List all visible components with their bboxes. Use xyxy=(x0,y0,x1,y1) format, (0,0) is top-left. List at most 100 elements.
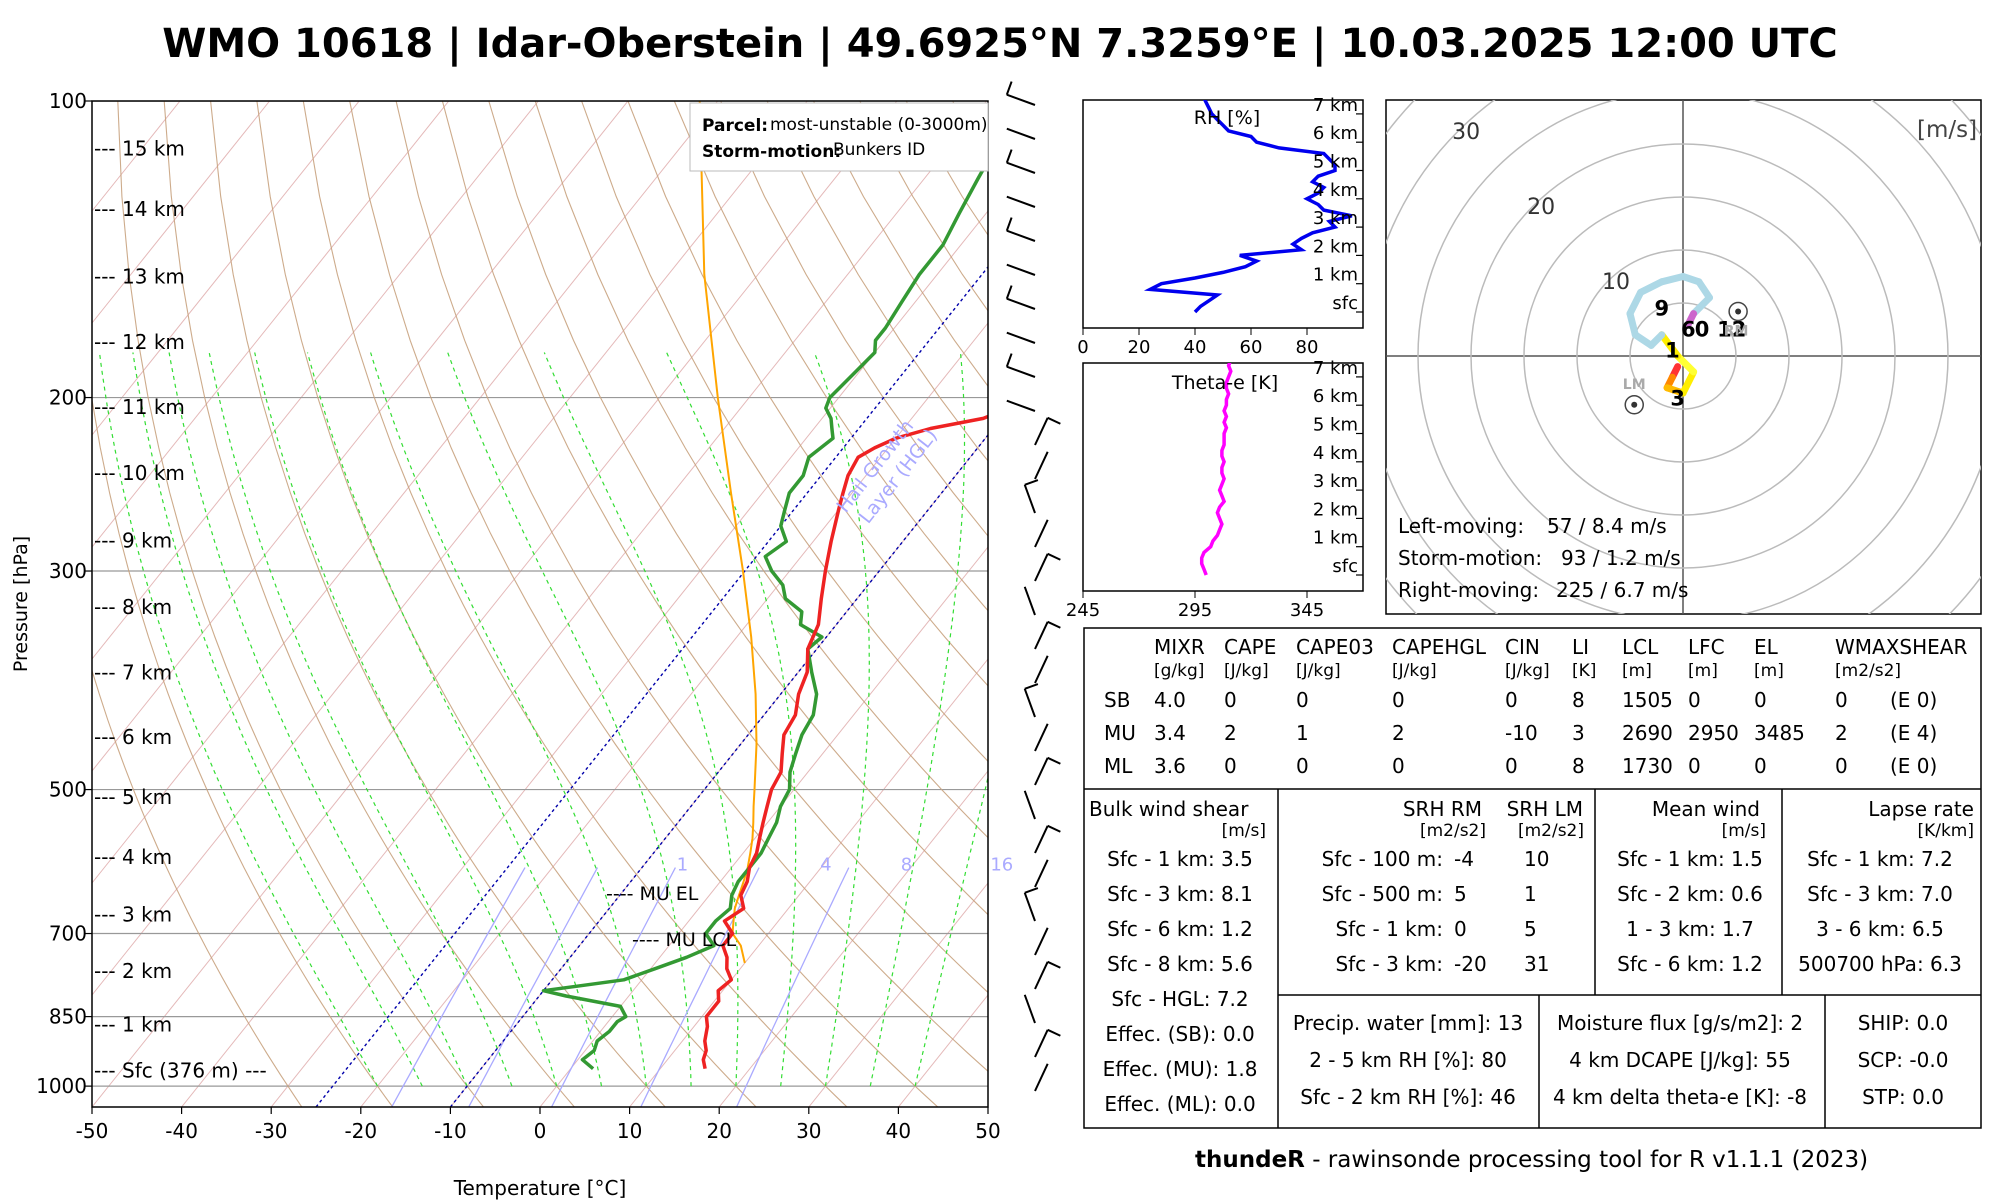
moist-adiabat xyxy=(306,352,603,1087)
barb-shaft xyxy=(1006,399,1036,412)
x-tick-label: -30 xyxy=(255,1119,288,1143)
y-tick-label: 500 xyxy=(49,778,87,802)
rh-profile xyxy=(1143,100,1353,314)
wind-barb xyxy=(1005,285,1036,310)
mu-lcl-label: ---- MU LCL xyxy=(632,929,737,951)
level-label: sfc xyxy=(1332,293,1358,314)
barb-shaft xyxy=(1006,263,1036,276)
hodo-segment xyxy=(1626,310,1639,339)
dry-adiabat xyxy=(534,101,988,839)
isotherm-line xyxy=(718,770,988,1107)
wind-barb xyxy=(1006,399,1036,412)
rm-label: RM xyxy=(1724,323,1749,339)
srh-row-rm: -20 xyxy=(1454,952,1487,976)
parameters-table: MIXR CAPE CAPE03 CAPEHGL CIN LI LCL LFC … xyxy=(1083,627,1982,1129)
mean-wind-row: 1 - 3 km: 1.7 xyxy=(1626,917,1754,941)
hdr-cape: CAPE xyxy=(1224,635,1276,659)
lapse-unit: [K/km] xyxy=(1917,821,1974,841)
parcel-cell: 0 xyxy=(1296,688,1309,712)
figure-title: WMO 10618 | Idar-Oberstein | 49.6925°N 7… xyxy=(162,21,1838,68)
y-tick-label: 1000 xyxy=(36,1074,87,1098)
srh-rm-unit: [m2/s2] xyxy=(1420,821,1486,841)
mean-wind-rows: Sfc - 1 km: 1.5 Sfc - 2 km: 0.6 1 - 3 km: … xyxy=(1617,847,1763,976)
wind-barb xyxy=(1034,451,1049,480)
moisture-row: Sfc - 2 km RH [%]: 46 xyxy=(1300,1085,1516,1109)
thetae-axes: sfc 1 km 2 km 3 km 4 km 5 km 6 km 7 km 245 295 345 xyxy=(1066,358,1363,621)
parcel-cell: 2 xyxy=(1835,721,1848,745)
unit-cape: [J/kg] xyxy=(1224,661,1269,681)
unit-li: [K] xyxy=(1572,661,1596,681)
barb-shaft xyxy=(1034,723,1049,752)
moisture-rows: Precip. water [mm]: 13 2 - 5 km RH [%]: 8… xyxy=(1293,1011,1523,1109)
barb-shaft xyxy=(1034,927,1049,956)
srh-rows: Sfc - 100 m: -4 10 Sfc - 500 m: 5 1 Sfc - 1 km… xyxy=(1322,847,1550,976)
parcel-cell: 0 xyxy=(1754,754,1767,778)
srh-rm-title: SRH RM xyxy=(1403,797,1482,821)
moist-adiabat xyxy=(370,352,647,1087)
lapse-title: Lapse rate xyxy=(1868,797,1974,821)
y-tick-label: 200 xyxy=(49,386,87,410)
height-label: --- 4 km xyxy=(94,845,172,869)
wind-barb xyxy=(1034,416,1061,446)
x-tick-label: 0 xyxy=(534,1119,547,1143)
wind-barb xyxy=(1005,149,1036,174)
barb-shaft xyxy=(1006,297,1036,310)
isotherm-line xyxy=(181,101,987,1107)
hodo-segment xyxy=(1684,310,1698,328)
storm-rm-dot xyxy=(1735,308,1742,315)
isotherm-line xyxy=(629,658,988,1107)
parcel-units: [g/kg] [J/kg] [J/kg] [J/kg] [J/kg] [K] [… xyxy=(1154,661,1901,681)
wind-barb xyxy=(1023,479,1039,514)
hodo-left-moving-label: Left-moving: xyxy=(1398,514,1524,538)
isotherm-line xyxy=(92,101,360,436)
mean-wind-title: Mean wind xyxy=(1652,797,1760,821)
wind-barb xyxy=(1034,927,1049,956)
hodo-ring-label: 30 xyxy=(1452,120,1480,145)
x-tick-label: -40 xyxy=(165,1119,198,1143)
unit-mixr: [g/kg] xyxy=(1154,661,1204,681)
composite-row: SCP: -0.0 xyxy=(1858,1048,1949,1072)
unit-lfc: [m] xyxy=(1688,661,1718,681)
wind-barb xyxy=(1034,552,1061,582)
srh-row-lm: 10 xyxy=(1524,847,1549,871)
level-label: 4 km xyxy=(1313,443,1358,464)
lapse-rows: Sfc - 1 km: 7.2 Sfc - 3 km: 7.0 3 - 6 km: … xyxy=(1798,847,1962,976)
flux-rows: Moisture flux [g/s/m2]: 2 4 km DCAPE [J/k… xyxy=(1553,1011,1807,1109)
wind-barb xyxy=(1034,655,1049,684)
wind-barb xyxy=(1034,1063,1049,1092)
lapse-row: Sfc - 3 km: 7.0 xyxy=(1807,882,1953,906)
bulk-shear-row: Sfc - 1 km: 3.5 xyxy=(1107,847,1253,871)
parcel-cell: 3.4 xyxy=(1154,721,1186,745)
srh-row-lm: 1 xyxy=(1524,882,1537,906)
height-label: --- Sfc (376 m) --- xyxy=(94,1058,267,1082)
rh-x-label: 60 xyxy=(1240,337,1263,358)
barb-flag xyxy=(1005,81,1013,96)
dewpoint-profile xyxy=(541,157,988,1071)
th-line xyxy=(1199,363,1233,576)
wind-barb xyxy=(1034,620,1061,650)
rh-x-label: 20 xyxy=(1128,337,1151,358)
unit-cape03: [J/kg] xyxy=(1296,661,1341,681)
level-label: 3 km xyxy=(1313,471,1358,492)
thetae-x-label: 295 xyxy=(1178,600,1212,621)
rh-line xyxy=(1143,100,1353,314)
level-label: 5 km xyxy=(1313,152,1358,173)
composite-row: SHIP: 0.0 xyxy=(1858,1011,1949,1035)
parcel-legend-label: Parcel: xyxy=(702,116,768,136)
skewt-profiles xyxy=(541,101,988,1071)
parcel-cell: 2 xyxy=(1224,721,1237,745)
lm-label: LM xyxy=(1623,377,1646,393)
temperature-profile xyxy=(701,414,988,1070)
barb-shaft xyxy=(1006,127,1036,140)
dry-adiabat xyxy=(256,101,757,1107)
parcel-cell: 0 xyxy=(1505,688,1518,712)
height-label: --- 8 km xyxy=(94,595,172,619)
dry-adiabat xyxy=(349,101,939,1107)
rh-frame xyxy=(1082,99,1364,329)
dry-adiabat xyxy=(92,396,394,1107)
barb-shaft xyxy=(1034,961,1049,990)
parcel-cell: (E 0) xyxy=(1890,688,1937,712)
parcel-cell: 0 xyxy=(1688,688,1701,712)
parcel-rows: SB 4.0 0 0 0 0 8 1505 0 0 0 (E 0) MU 3.4 2 1 2 -10 3 2690 29… xyxy=(1104,688,1937,778)
